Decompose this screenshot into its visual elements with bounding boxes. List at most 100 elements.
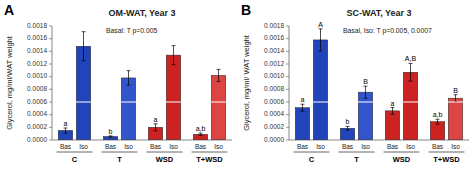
title: OM-WAT, Year 3 [108,8,175,18]
group-underline [429,152,465,153]
error-bar [346,126,350,130]
bar [295,108,309,140]
y-tick-label: 0.0002 [264,123,284,130]
error-bar [364,86,368,98]
series-label: Iso [124,143,133,150]
y-tick [286,38,289,39]
annotation: a [301,96,305,103]
y-tick-label: 0.0006 [27,98,47,105]
group-underline [339,152,375,153]
y-axis-label: Glycerol, mg/ml/ WAT weight [242,34,251,131]
plot-area [52,32,232,140]
y-tick [286,127,289,128]
category-label: C [72,155,78,164]
panel: BSC-WAT, Year 3Glycerol, mg/ml/ WAT weig… [241,2,469,164]
y-tick-label: 0.0014 [264,47,284,54]
annotation: a [64,120,68,127]
error-bar [391,108,395,115]
y-tick [286,26,289,27]
y-tick [49,51,52,52]
category-label: T+WSD [433,155,460,164]
series-label: Iso [406,143,415,150]
y-tick-label: 0.0008 [264,85,284,92]
panel-label: B [241,2,251,18]
series-label: Iso [361,143,370,150]
series-label: Bas [342,143,354,150]
subtitle: Basal: T p=0.005 [106,27,158,35]
plot-area [289,29,469,140]
reference-line [289,102,469,103]
series-label: Bas [432,143,444,150]
y-tick [49,26,52,27]
group-underline [294,152,330,153]
y-tick-label: 0.0010 [27,72,47,79]
series-label: Bas [387,143,399,150]
error-bar [172,46,176,65]
error-bar [199,133,203,135]
y-tick-label: 0.0004 [27,110,47,117]
y-tick-label: 0.0018 [27,22,47,29]
y-tick [286,76,289,77]
y-tick-label: 0.0014 [27,47,47,54]
y-tick-label: 0.0006 [264,98,284,105]
error-bar [409,63,413,81]
group-underline [102,152,138,153]
series-label: Bas [297,143,309,150]
annotation: A [318,21,323,28]
y-tick [286,51,289,52]
error-bar [217,69,221,81]
annotation: a [391,100,395,107]
y-tick-label: 0.0010 [264,72,284,79]
category-label: T [354,155,359,164]
y-axis-label: Glycerol, mg/ml/WAT weight [5,35,14,130]
y-tick-label: 0.0012 [264,60,284,67]
error-bar [64,128,68,133]
y-tick [49,64,52,65]
annotation: B [453,87,458,94]
series-label: Iso [169,143,178,150]
y-tick [286,140,289,141]
series-label: Iso [214,143,223,150]
y-tick [286,89,289,90]
series-label: Bas [105,143,117,150]
annotation: b [346,118,350,125]
bar [121,78,135,140]
y-tick-label: 0.0012 [27,60,47,67]
y-tick [49,38,52,39]
x-axis [52,140,232,141]
reference-line [52,102,232,103]
y-axis [52,26,53,140]
series-label: Iso [79,143,88,150]
bar [448,98,462,140]
bar [385,111,399,140]
error-bar [109,136,113,137]
y-tick-label: 0.0000 [264,136,284,143]
y-axis [289,26,290,140]
y-tick [49,102,52,103]
error-bar [454,95,458,102]
y-tick-label: 0.0008 [27,85,47,92]
y-tick-label: 0.0002 [27,123,47,130]
series-label: Bas [195,143,207,150]
group-underline [57,152,93,153]
y-tick-label: 0.0000 [27,136,47,143]
bar [403,72,417,140]
y-tick-label: 0.0018 [264,22,284,29]
subtitle: Basal, Iso: T p=0.005, 0.0007 [343,27,432,35]
error-bar [319,29,323,51]
series-label: Bas [60,143,72,150]
y-tick-label: 0.0016 [27,34,47,41]
category-label: WSD [156,155,174,164]
x-axis [289,140,469,141]
series-label: Iso [316,143,325,150]
y-tick [49,127,52,128]
group-underline [384,152,420,153]
bar [358,92,372,140]
group-underline [192,152,228,153]
bar [103,137,117,140]
annotation: B [363,78,368,85]
y-tick [286,64,289,65]
annotation: a,b [196,125,206,132]
panel-label: A [4,2,14,18]
series-label: Iso [451,143,460,150]
